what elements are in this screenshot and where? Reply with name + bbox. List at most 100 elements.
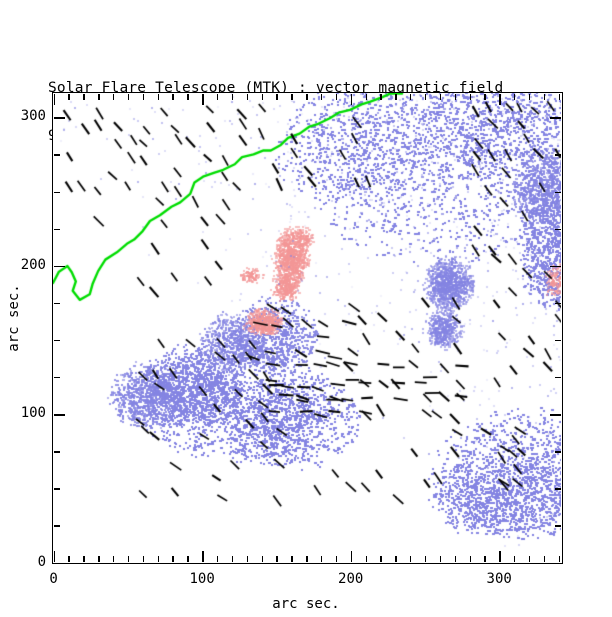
x-tick-330 xyxy=(543,556,546,563)
y-tick-250 xyxy=(53,191,60,193)
x-tick-top-70 xyxy=(157,93,159,100)
x-tick-210 xyxy=(365,556,367,563)
x-tick-top-190 xyxy=(335,93,338,100)
x-tick-top-200 xyxy=(350,93,353,105)
plot-frame xyxy=(52,92,563,564)
x-tick-top-50 xyxy=(127,93,130,100)
x-tick-40 xyxy=(113,556,115,563)
x-tick-120 xyxy=(231,556,234,563)
y-tick-0 xyxy=(53,562,65,564)
x-tick-top-170 xyxy=(306,93,308,100)
x-tick-280 xyxy=(469,556,471,563)
x-tick-top-150 xyxy=(276,93,278,100)
x-tick-label-100: 100 xyxy=(189,571,215,587)
x-tick-290 xyxy=(484,556,486,563)
x-tick-label-0: 0 xyxy=(49,571,58,587)
x-tick-180 xyxy=(320,556,323,563)
y-tick-right-75 xyxy=(555,451,562,453)
x-tick-60 xyxy=(142,556,145,563)
x-tick-top-60 xyxy=(142,93,145,100)
x-tick-270 xyxy=(454,556,457,563)
y-tick-right-50 xyxy=(555,488,562,490)
x-tick-label-300: 300 xyxy=(486,571,512,587)
x-tick-top-180 xyxy=(320,93,323,100)
y-tick-100 xyxy=(53,414,65,416)
y-tick-75 xyxy=(53,451,60,453)
x-tick-150 xyxy=(276,556,278,563)
x-tick-top-280 xyxy=(469,93,471,100)
x-tick-30 xyxy=(98,556,100,563)
x-tick-top-240 xyxy=(410,93,412,100)
x-tick-300 xyxy=(499,551,501,563)
y-tick-right-300 xyxy=(550,117,562,119)
x-tick-0 xyxy=(53,551,55,563)
x-tick-top-250 xyxy=(424,93,427,100)
y-tick-right-100 xyxy=(550,414,562,416)
y-tick-right-25 xyxy=(555,525,562,527)
x-tick-140 xyxy=(261,556,263,563)
x-tick-240 xyxy=(410,556,412,563)
x-tick-340 xyxy=(558,556,561,563)
x-tick-110 xyxy=(216,556,219,563)
y-tick-right-125 xyxy=(555,377,562,379)
y-tick-label-100: 100 xyxy=(20,405,46,422)
x-tick-top-230 xyxy=(395,93,397,100)
x-tick-70 xyxy=(157,556,159,563)
y-tick-225 xyxy=(53,228,60,231)
x-tick-230 xyxy=(395,556,397,563)
x-tick-top-320 xyxy=(528,93,531,100)
x-tick-250 xyxy=(424,556,427,563)
x-tick-top-30 xyxy=(98,93,100,100)
x-tick-top-110 xyxy=(216,93,219,100)
x-tick-310 xyxy=(514,556,516,563)
x-tick-top-300 xyxy=(499,93,501,105)
y-tick-150 xyxy=(53,339,60,342)
x-tick-top-340 xyxy=(558,93,561,100)
x-tick-top-220 xyxy=(380,93,382,100)
y-tick-125 xyxy=(53,377,60,379)
x-tick-top-20 xyxy=(83,93,85,100)
x-tick-top-100 xyxy=(202,93,204,105)
x-tick-top-330 xyxy=(543,93,546,100)
y-tick-right-0 xyxy=(550,562,562,564)
x-tick-160 xyxy=(291,556,293,563)
y-tick-275 xyxy=(53,154,60,156)
x-tick-90 xyxy=(187,556,189,563)
x-axis-label: arc sec. xyxy=(272,596,340,612)
x-tick-top-210 xyxy=(365,93,367,100)
x-tick-190 xyxy=(335,556,338,563)
y-tick-right-275 xyxy=(555,154,562,156)
x-tick-top-130 xyxy=(246,93,249,100)
x-tick-220 xyxy=(380,556,382,563)
x-tick-top-260 xyxy=(439,93,442,100)
x-tick-10 xyxy=(68,556,70,563)
x-tick-top-120 xyxy=(231,93,234,100)
x-tick-200 xyxy=(350,551,353,563)
y-tick-50 xyxy=(53,488,60,490)
magnetogram-canvas xyxy=(53,93,561,562)
x-tick-170 xyxy=(306,556,308,563)
x-tick-top-10 xyxy=(68,93,70,100)
y-tick-right-200 xyxy=(550,265,562,268)
y-tick-175 xyxy=(53,302,60,305)
y-tick-right-175 xyxy=(555,302,562,305)
y-tick-right-250 xyxy=(555,191,562,193)
y-tick-right-225 xyxy=(555,228,562,231)
x-tick-80 xyxy=(172,556,174,563)
x-tick-label-200: 200 xyxy=(338,571,364,587)
y-tick-25 xyxy=(53,525,60,527)
x-tick-20 xyxy=(83,556,85,563)
y-axis-label: arc sec. xyxy=(6,284,22,352)
x-tick-top-0 xyxy=(53,93,55,105)
x-tick-top-40 xyxy=(113,93,115,100)
y-tick-right-150 xyxy=(555,339,562,342)
x-tick-top-310 xyxy=(514,93,516,100)
x-tick-top-140 xyxy=(261,93,263,100)
y-tick-label-0: 0 xyxy=(37,553,46,570)
x-tick-130 xyxy=(246,556,249,563)
x-tick-50 xyxy=(127,556,130,563)
x-tick-320 xyxy=(528,556,531,563)
x-tick-100 xyxy=(202,551,204,563)
y-tick-label-300: 300 xyxy=(20,108,46,125)
